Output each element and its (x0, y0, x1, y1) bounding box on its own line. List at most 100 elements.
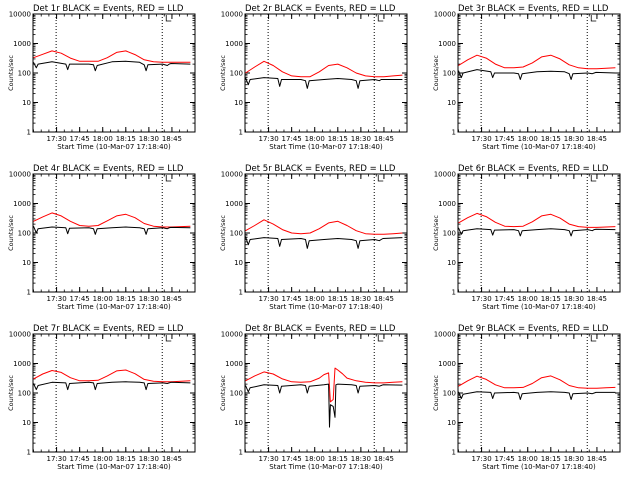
x-tick-label: 18:45 (162, 295, 182, 303)
x-tick-label: 18:45 (374, 295, 394, 303)
panel-det-9: Det 9r BLACK = Events, RED = LLD 1 10 100 10… (432, 324, 621, 471)
y-tick-label: 10 (447, 99, 456, 107)
y-tick-label: 100 (230, 390, 243, 398)
panel-title: Det 2r BLACK = Events, RED = LLD (245, 4, 396, 14)
corner-marker (377, 15, 384, 22)
series-line-events (33, 60, 191, 72)
x-tick-label: 18:00 (305, 295, 325, 303)
corner-marker (165, 175, 172, 182)
panel-title: Det 4r BLACK = Events, RED = LLD (33, 164, 184, 174)
plot-frame (32, 333, 196, 453)
y-tick-label: 1 (452, 449, 456, 457)
x-tick-label: 18:00 (93, 455, 113, 463)
x-tick-label: 17:45 (70, 135, 90, 143)
panel-det-1: Det 1r BLACK = Events, RED = LLD 1 10 100 10… (7, 4, 196, 151)
y-tick-label: 10000 (9, 11, 31, 19)
corner-marker (165, 15, 172, 22)
panel-det-2: Det 2r BLACK = Events, RED = LLD 1 10 100 10… (219, 4, 408, 151)
panel-title: Det 3r BLACK = Events, RED = LLD (458, 4, 609, 14)
y-tick-label: 10000 (221, 171, 243, 179)
y-tick-label: 100 (443, 230, 456, 238)
x-axis-label: Start Time (10-Mar-07 17:18:40) (57, 143, 171, 151)
panel-det-5: Det 5r BLACK = Events, RED = LLD 1 10 100 10… (219, 164, 408, 311)
x-tick-label: 18:15 (328, 295, 348, 303)
y-tick-label: 10000 (221, 11, 243, 19)
y-tick-label: 1 (452, 129, 456, 137)
y-tick-label: 1000 (225, 40, 243, 48)
x-axis-label: Start Time (10-Mar-07 17:18:40) (269, 143, 383, 151)
x-tick-label: 18:15 (541, 295, 561, 303)
x-tick-label: 18:30 (564, 455, 584, 463)
panel-title: Det 5r BLACK = Events, RED = LLD (245, 164, 396, 174)
y-tick-label: 10000 (434, 331, 456, 339)
x-axis-label: Start Time (10-Mar-07 17:18:40) (482, 463, 596, 471)
y-axis-label: Counts/sec (432, 55, 440, 91)
x-tick-label: 18:00 (305, 455, 325, 463)
x-tick-label: 17:45 (282, 295, 302, 303)
x-tick-label: 18:45 (587, 455, 607, 463)
x-tick-label: 18:30 (564, 295, 584, 303)
y-axis-label: Counts/sec (432, 375, 440, 411)
y-tick-label: 10000 (434, 11, 456, 19)
x-tick-label: 18:15 (116, 455, 136, 463)
y-tick-label: 10 (22, 259, 31, 267)
x-tick-label: 18:15 (116, 295, 136, 303)
x-tick-label: 18:15 (541, 455, 561, 463)
y-axis-label: Counts/sec (219, 375, 227, 411)
y-tick-label: 10 (22, 419, 31, 427)
series-line-events (458, 391, 616, 400)
y-tick-label: 1 (239, 449, 243, 457)
x-tick-label: 17:30 (258, 135, 278, 143)
y-tick-label: 1000 (438, 360, 456, 368)
x-tick-label: 18:00 (93, 135, 113, 143)
y-tick-label: 10 (234, 99, 243, 107)
y-tick-label: 10000 (434, 171, 456, 179)
y-tick-label: 1000 (225, 200, 243, 208)
x-axis-label: Start Time (10-Mar-07 17:18:40) (57, 303, 171, 311)
series-line-events (245, 77, 403, 89)
x-tick-label: 17:30 (471, 455, 491, 463)
series-line-events (33, 226, 191, 235)
x-tick-label: 17:30 (471, 135, 491, 143)
y-tick-label: 1000 (225, 360, 243, 368)
panel-title: Det 9r BLACK = Events, RED = LLD (458, 324, 609, 334)
corner-marker (377, 335, 384, 342)
x-tick-label: 18:30 (139, 455, 159, 463)
series-line-events (245, 236, 403, 249)
x-tick-label: 18:15 (328, 455, 348, 463)
corner-marker (590, 15, 597, 22)
x-tick-label: 17:45 (495, 455, 515, 463)
series-line-lld (458, 54, 616, 70)
x-tick-label: 17:30 (258, 455, 278, 463)
x-tick-label: 18:15 (541, 135, 561, 143)
x-axis-label: Start Time (10-Mar-07 17:18:40) (269, 463, 383, 471)
y-tick-label: 100 (18, 390, 31, 398)
x-tick-label: 17:30 (471, 295, 491, 303)
x-tick-label: 18:30 (139, 135, 159, 143)
x-axis-label: Start Time (10-Mar-07 17:18:40) (482, 143, 596, 151)
y-tick-label: 10 (234, 419, 243, 427)
x-tick-label: 18:30 (564, 135, 584, 143)
x-axis-label: Start Time (10-Mar-07 17:18:40) (57, 463, 171, 471)
series-line-lld (458, 212, 616, 228)
x-tick-label: 18:45 (374, 455, 394, 463)
x-tick-label: 18:30 (139, 295, 159, 303)
panel-title: Det 7r BLACK = Events, RED = LLD (33, 324, 184, 334)
x-tick-label: 17:45 (282, 455, 302, 463)
corner-marker (165, 335, 172, 342)
x-tick-label: 18:45 (587, 135, 607, 143)
x-tick-label: 18:45 (587, 295, 607, 303)
series-line-lld (245, 367, 403, 403)
x-tick-label: 18:45 (162, 135, 182, 143)
y-tick-label: 10000 (9, 171, 31, 179)
panel-det-4: Det 4r BLACK = Events, RED = LLD 1 10 100 10… (7, 164, 196, 311)
y-tick-label: 100 (230, 70, 243, 78)
y-tick-label: 10000 (221, 331, 243, 339)
y-tick-label: 1000 (13, 200, 31, 208)
plot-frame (244, 333, 408, 453)
panel-title: Det 6r BLACK = Events, RED = LLD (458, 164, 609, 174)
y-tick-label: 100 (230, 230, 243, 238)
y-axis-label: Counts/sec (219, 55, 227, 91)
y-tick-label: 100 (443, 390, 456, 398)
